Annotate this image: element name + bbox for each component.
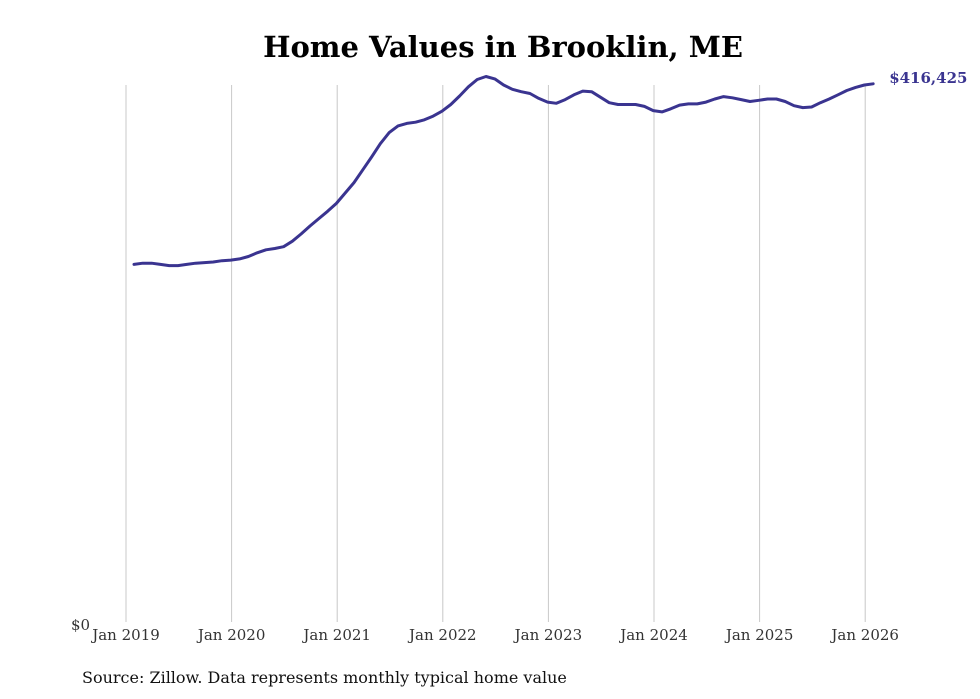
x-axis-tick-labels: Jan 2019 Jan 2020 Jan 2021 Jan 2022 Jan 2023… [90,626,899,644]
end-value-label: $416,425 [889,69,967,87]
series-line-home-value [132,75,875,268]
gridlines [125,85,866,622]
x-tick-label: Jan 2019 [90,626,160,644]
y-tick-label-zero: $0 [71,616,90,634]
chart-title: Home Values in Brooklin, ME [263,30,743,64]
x-tick-label: Jan 2026 [829,626,899,644]
source-note: Source: Zillow. Data represents monthly … [82,668,567,687]
x-tick-label: Jan 2020 [196,626,266,644]
x-tick-label: Jan 2023 [513,626,583,644]
x-tick-label: Jan 2024 [618,626,688,644]
x-tick-label: Jan 2021 [301,626,371,644]
x-tick-label: Jan 2025 [724,626,794,644]
x-tick-label: Jan 2022 [407,626,477,644]
